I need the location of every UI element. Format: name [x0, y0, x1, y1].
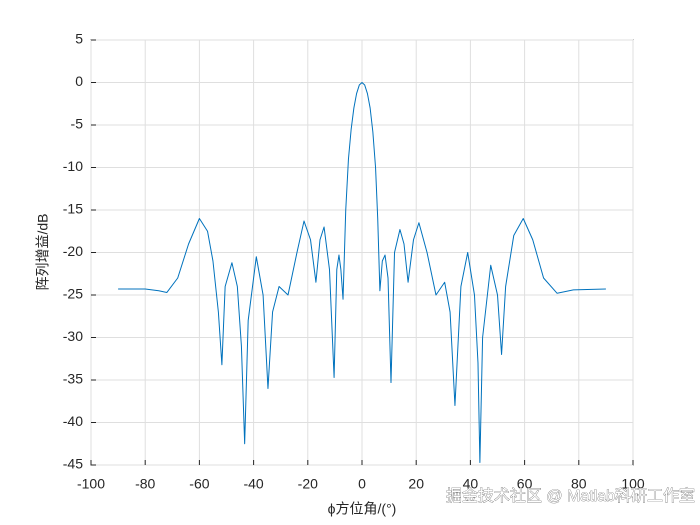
y-tick-label: -45 [63, 456, 83, 472]
y-tick-label: 5 [75, 31, 83, 47]
x-tick-label: -100 [77, 476, 105, 492]
x-tick-label: 0 [358, 476, 366, 492]
y-tick-label: -20 [63, 243, 83, 259]
x-tick-label: -20 [298, 476, 318, 492]
watermark: 掘金技术社区 @ Matlab科研工作室 [446, 487, 695, 505]
y-tick-label: -35 [63, 371, 83, 387]
x-tick-label: 60 [517, 476, 533, 492]
x-tick-label: -40 [243, 476, 263, 492]
x-tick-label: 100 [621, 476, 645, 492]
line-series [118, 82, 606, 463]
x-tick-label: 80 [571, 476, 587, 492]
y-tick-label: 0 [75, 73, 83, 89]
x-tick-label: 40 [463, 476, 479, 492]
y-tick-label: -5 [71, 116, 84, 132]
x-tick-label: 20 [408, 476, 424, 492]
x-tick-label: -80 [135, 476, 155, 492]
y-tick-label: -10 [63, 158, 83, 174]
y-tick-label: -25 [63, 286, 83, 302]
x-axis-label: ϕ方位角/(°) [328, 501, 397, 517]
y-tick-label: -30 [63, 328, 83, 344]
y-tick-label: -15 [63, 201, 83, 217]
y-tick-label: -40 [63, 413, 83, 429]
x-tick-label: -60 [189, 476, 209, 492]
y-axis-label: 阵列增益/dB [35, 213, 51, 290]
